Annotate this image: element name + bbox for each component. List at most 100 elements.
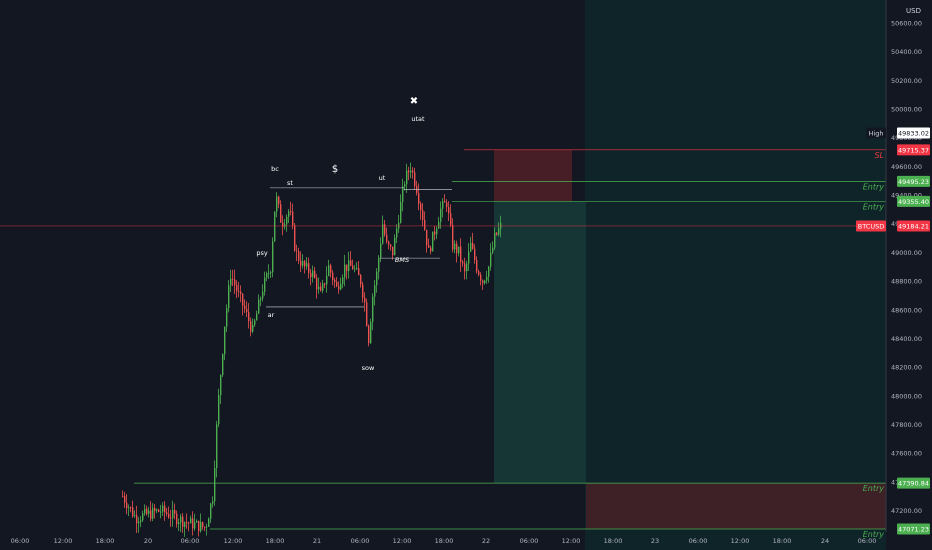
candle-body — [134, 515, 136, 517]
price-tag — [897, 220, 930, 232]
annotation-label: bc — [271, 165, 279, 173]
candle-body — [350, 260, 352, 266]
candle-body — [488, 266, 490, 277]
candle-body — [124, 496, 126, 503]
stop-loss-zone — [494, 149, 572, 202]
y-tick-label: 48600.00 — [891, 306, 922, 314]
candle-body — [208, 518, 210, 527]
candle-body — [420, 203, 422, 211]
candle-body — [394, 237, 396, 256]
candle-body — [286, 216, 288, 225]
candle-body — [196, 520, 198, 523]
candle-body — [128, 507, 130, 509]
candle-body — [368, 325, 370, 344]
candle-body — [164, 505, 166, 513]
candle-body — [224, 326, 226, 355]
candle-body — [342, 277, 344, 284]
candle-body — [190, 518, 192, 524]
candle-body — [312, 270, 314, 278]
level-label: Entry — [863, 182, 885, 191]
candle-body — [446, 202, 448, 207]
candle-body — [262, 291, 264, 299]
y-tick-label: 48400.00 — [891, 335, 922, 343]
x-tick-label: 12:00 — [54, 537, 73, 545]
candle-body — [170, 517, 172, 519]
candle-body — [152, 507, 154, 519]
candle-body — [322, 283, 324, 291]
candle-body — [478, 271, 480, 275]
candle-body — [288, 211, 290, 217]
candle-body — [324, 283, 326, 285]
price-tag — [897, 127, 930, 139]
price-tag — [897, 523, 930, 535]
y-tick-label: 48800.00 — [891, 278, 922, 286]
x-tick-label: 06:00 — [11, 537, 30, 545]
candle-body — [314, 270, 316, 278]
annotation-label: sow — [362, 364, 375, 372]
candle-body — [256, 313, 258, 321]
candle-body — [270, 272, 272, 274]
price-tag-name: High — [869, 129, 884, 137]
candle-body — [330, 265, 332, 273]
candle-body — [240, 291, 242, 294]
candle-body — [296, 250, 298, 252]
candle-body — [382, 224, 384, 244]
y-tick-label: 50000.00 — [891, 106, 922, 114]
price-tag-value: 49495.23 — [898, 178, 929, 186]
candle-body — [198, 520, 200, 532]
candle-body — [278, 196, 280, 205]
x-tick-label: 06:00 — [520, 537, 539, 545]
annotation-label: utat — [411, 115, 425, 123]
candle-body — [378, 257, 380, 272]
candle-body — [358, 268, 360, 276]
y-tick-label: 49000.00 — [891, 249, 922, 257]
candle-body — [486, 276, 488, 281]
candle-body — [320, 286, 322, 291]
candle-body — [160, 511, 162, 513]
candle-body — [414, 172, 416, 186]
candle-body — [254, 320, 256, 325]
candle-body — [496, 232, 498, 235]
candle-body — [346, 264, 348, 272]
x-tick-label: 12:00 — [562, 537, 581, 545]
candle-body — [238, 291, 240, 292]
price-tag — [897, 144, 930, 156]
candle-body — [302, 261, 304, 266]
candle-body — [316, 277, 318, 290]
x-tick-label: 24 — [821, 537, 829, 545]
candle-body — [222, 354, 224, 376]
x-tick-label: 18:00 — [266, 537, 285, 545]
candle-body — [154, 507, 156, 511]
price-tag-name: BTCUSD — [858, 222, 884, 230]
y-tick-label: 49600.00 — [891, 163, 922, 171]
level-label: Entry — [863, 202, 885, 211]
candle-body — [144, 508, 146, 514]
y-tick-label: 47200.00 — [891, 507, 922, 515]
candle-body — [126, 502, 128, 509]
x-tick-label: 22 — [482, 537, 490, 545]
candle-body — [462, 261, 464, 264]
annotation-label: ✖ — [410, 96, 418, 107]
annotation-label: st — [287, 179, 293, 187]
candle-body — [274, 211, 276, 242]
candle-body — [216, 424, 218, 469]
candlestick-series — [122, 162, 502, 537]
level-label: Entry — [863, 530, 885, 539]
candle-body — [318, 286, 320, 290]
candle-body — [334, 279, 336, 282]
x-tick-label: 18:00 — [435, 537, 454, 545]
candle-body — [458, 246, 460, 254]
x-tick-label: 23 — [651, 537, 659, 545]
candle-body — [232, 278, 234, 280]
candle-body — [336, 281, 338, 287]
price-tag-value: 49833.02 — [898, 129, 929, 137]
y-tick-label: 48000.00 — [891, 392, 922, 400]
candle-body — [236, 285, 238, 292]
candle-body — [448, 206, 450, 214]
y-tick-label: 48200.00 — [891, 364, 922, 372]
candle-body — [454, 243, 456, 250]
candle-body — [282, 222, 284, 227]
candle-body — [178, 522, 180, 525]
candle-body — [372, 296, 374, 322]
